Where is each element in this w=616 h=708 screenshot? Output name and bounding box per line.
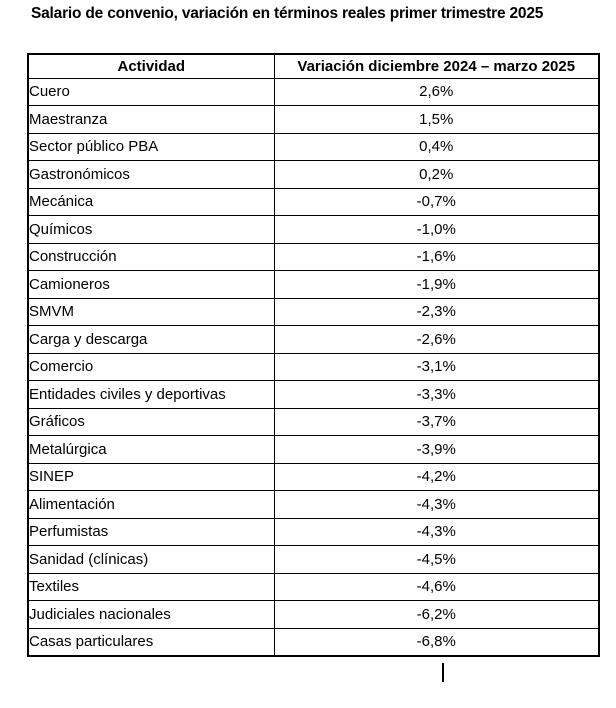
column-header-variacion[interactable]: Variación diciembre 2024 – marzo 2025 bbox=[273, 53, 600, 79]
variation-cell[interactable]: -4,6% bbox=[273, 572, 600, 601]
activity-cell[interactable]: SINEP bbox=[27, 462, 275, 491]
variation-cell[interactable]: -2,6% bbox=[273, 325, 600, 354]
activity-cell[interactable]: Carga y descarga bbox=[27, 325, 275, 354]
table-row: Comercio -3,1% bbox=[27, 352, 600, 381]
table-row: Metalúrgica -3,9% bbox=[27, 435, 600, 464]
table-row: Sector público PBA 0,4% bbox=[27, 132, 600, 161]
activity-cell[interactable]: Gráficos bbox=[27, 407, 275, 436]
column-header-actividad[interactable]: Actividad bbox=[27, 53, 275, 79]
variation-cell[interactable]: -4,3% bbox=[273, 490, 600, 519]
activity-cell[interactable]: Metalúrgica bbox=[27, 435, 275, 464]
activity-cell[interactable]: Comercio bbox=[27, 352, 275, 381]
table-row: Sanidad (clínicas) -4,5% bbox=[27, 545, 600, 574]
variation-cell[interactable]: -3,1% bbox=[273, 352, 600, 381]
table-row: Construcción -1,6% bbox=[27, 242, 600, 271]
header-row: Actividad Variación diciembre 2024 – mar… bbox=[27, 53, 600, 79]
activity-cell[interactable]: Camioneros bbox=[27, 270, 275, 299]
table-row: Casas particulares -6,8% bbox=[27, 627, 600, 656]
table-row: Cuero 2,6% bbox=[27, 77, 600, 106]
variation-cell[interactable]: -4,2% bbox=[273, 462, 600, 491]
activity-cell[interactable]: Construcción bbox=[27, 242, 275, 271]
variation-cell[interactable]: -3,3% bbox=[273, 380, 600, 409]
text-cursor bbox=[442, 663, 444, 682]
activity-cell[interactable]: Perfumistas bbox=[27, 517, 275, 546]
variation-cell[interactable]: -6,8% bbox=[273, 627, 600, 656]
activity-cell[interactable]: Químicos bbox=[27, 215, 275, 244]
activity-cell[interactable]: Maestranza bbox=[27, 105, 275, 134]
table-row: Entidades civiles y deportivas -3,3% bbox=[27, 380, 600, 409]
document-title[interactable]: Salario de convenio, variación en términ… bbox=[31, 5, 544, 22]
activity-cell[interactable]: Alimentación bbox=[27, 490, 275, 519]
variation-cell[interactable]: 0,4% bbox=[273, 132, 600, 161]
variation-cell[interactable]: -1,0% bbox=[273, 215, 600, 244]
variation-cell[interactable]: -6,2% bbox=[273, 600, 600, 629]
table-row: Camioneros -1,9% bbox=[27, 270, 600, 299]
table-row: SMVM -2,3% bbox=[27, 297, 600, 326]
variation-cell[interactable]: 1,5% bbox=[273, 105, 600, 134]
table-row: Gastronómicos 0,2% bbox=[27, 160, 600, 189]
variation-cell[interactable]: -1,6% bbox=[273, 242, 600, 271]
activity-cell[interactable]: Cuero bbox=[27, 77, 275, 106]
variation-cell[interactable]: -4,5% bbox=[273, 545, 600, 574]
variation-cell[interactable]: 2,6% bbox=[273, 77, 600, 106]
table-row: Judiciales nacionales -6,2% bbox=[27, 600, 600, 629]
activity-cell[interactable]: Gastronómicos bbox=[27, 160, 275, 189]
variation-cell[interactable]: -3,7% bbox=[273, 407, 600, 436]
table-row: Alimentación -4,3% bbox=[27, 490, 600, 519]
table-row: Textiles -4,6% bbox=[27, 572, 600, 601]
table-row: SINEP -4,2% bbox=[27, 462, 600, 491]
variation-cell[interactable]: -1,9% bbox=[273, 270, 600, 299]
variation-cell[interactable]: -4,3% bbox=[273, 517, 600, 546]
activity-cell[interactable]: Sector público PBA bbox=[27, 132, 275, 161]
variation-cell[interactable]: -3,9% bbox=[273, 435, 600, 464]
table-row: Carga y descarga -2,6% bbox=[27, 325, 600, 354]
activity-cell[interactable]: Judiciales nacionales bbox=[27, 600, 275, 629]
variation-cell[interactable]: -0,7% bbox=[273, 187, 600, 216]
activity-cell[interactable]: Mecánica bbox=[27, 187, 275, 216]
activity-cell[interactable]: Casas particulares bbox=[27, 627, 275, 656]
table-row: Maestranza 1,5% bbox=[27, 105, 600, 134]
activity-cell[interactable]: Textiles bbox=[27, 572, 275, 601]
salary-table: Actividad Variación diciembre 2024 – mar… bbox=[27, 53, 600, 657]
variation-cell[interactable]: -2,3% bbox=[273, 297, 600, 326]
table-row: Mecánica -0,7% bbox=[27, 187, 600, 216]
variation-cell[interactable]: 0,2% bbox=[273, 160, 600, 189]
activity-cell[interactable]: SMVM bbox=[27, 297, 275, 326]
table-header: Actividad Variación diciembre 2024 – mar… bbox=[27, 53, 600, 79]
table-body: Cuero 2,6% Maestranza 1,5% Sector público PB… bbox=[27, 77, 600, 656]
activity-cell[interactable]: Entidades civiles y deportivas bbox=[27, 380, 275, 409]
activity-cell[interactable]: Sanidad (clínicas) bbox=[27, 545, 275, 574]
table-row: Perfumistas -4,3% bbox=[27, 517, 600, 546]
table-row: Gráficos -3,7% bbox=[27, 407, 600, 436]
table-row: Químicos -1,0% bbox=[27, 215, 600, 244]
